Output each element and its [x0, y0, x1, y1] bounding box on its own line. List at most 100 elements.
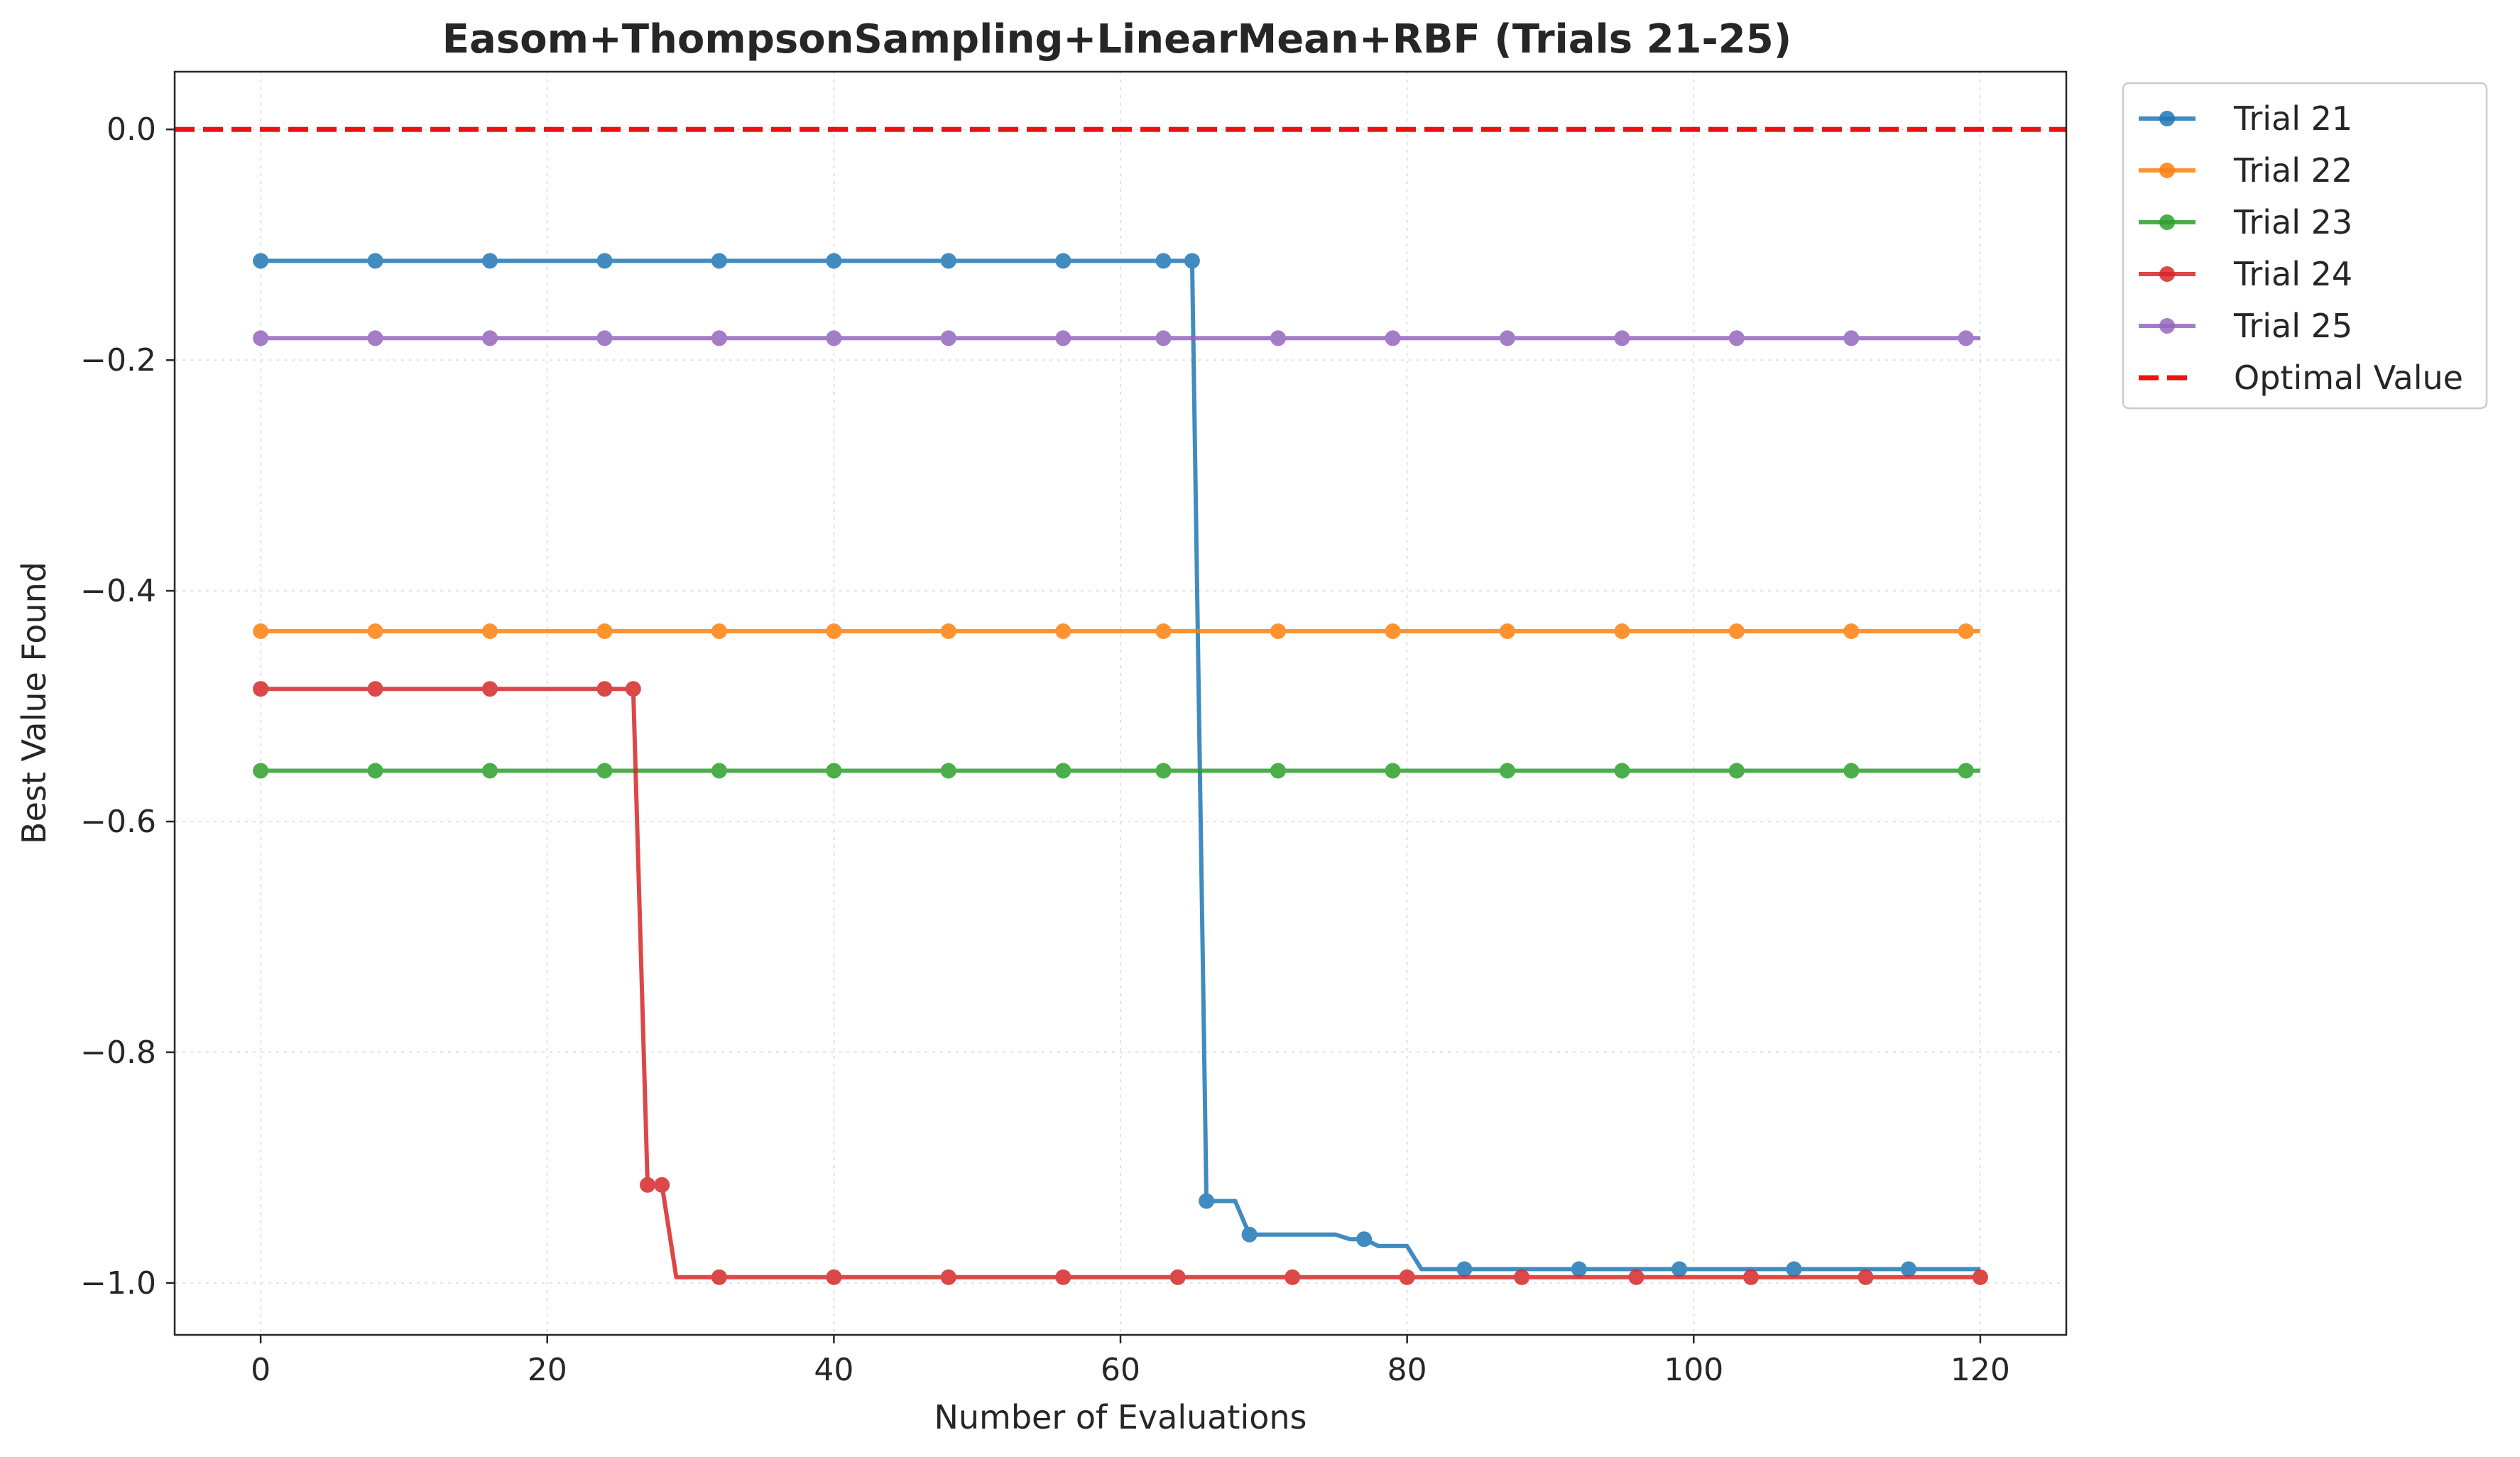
data-point: [253, 330, 269, 346]
data-point: [1843, 763, 1860, 779]
legend-marker: [2159, 318, 2175, 334]
data-point: [1614, 623, 1630, 639]
legend-label: Optimal Value: [2234, 359, 2463, 397]
data-point: [826, 330, 842, 346]
data-point: [640, 1177, 655, 1193]
data-point: [1356, 1231, 1373, 1248]
legend-label: Trial 24: [2233, 255, 2352, 293]
data-point: [1385, 623, 1401, 639]
series-trial-23: [253, 763, 1980, 779]
data-point: [367, 330, 383, 346]
data-point: [482, 330, 498, 346]
data-point: [1743, 1269, 1759, 1285]
data-point: [482, 253, 498, 269]
legend-marker: [2159, 163, 2175, 178]
data-point: [625, 681, 641, 697]
data-point: [1786, 1261, 1802, 1277]
data-point: [367, 623, 383, 639]
data-point: [1901, 1261, 1916, 1277]
data-point: [1958, 763, 1974, 779]
legend-marker: [2159, 214, 2175, 230]
data-point: [482, 681, 498, 697]
y-tick-label: −0.8: [80, 1035, 156, 1071]
data-point: [596, 623, 613, 639]
data-point: [1270, 623, 1286, 639]
data-point: [1155, 253, 1172, 269]
data-point: [1385, 763, 1401, 779]
legend: Trial 21 Trial 22 Trial 23 Trial 24 Trial 25…: [2122, 82, 2488, 410]
data-point: [1055, 253, 1071, 269]
data-point: [1499, 330, 1515, 346]
data-point: [367, 681, 383, 697]
data-point: [1155, 623, 1172, 639]
data-point: [940, 623, 956, 639]
data-point: [1499, 623, 1515, 639]
data-point: [367, 763, 383, 779]
data-point: [940, 330, 956, 346]
data-point: [482, 623, 498, 639]
data-point: [1958, 623, 1974, 639]
series-line: [261, 258, 1980, 1272]
data-point: [1614, 330, 1630, 346]
data-point: [940, 763, 956, 779]
data-point: [1385, 330, 1401, 346]
series-trial-21: [253, 253, 1980, 1277]
x-tick-label: 100: [1664, 1352, 1723, 1388]
data-point: [711, 330, 727, 346]
legend-label: Trial 22: [2233, 151, 2352, 190]
data-point: [1499, 763, 1515, 779]
x-tick-label: 40: [814, 1352, 853, 1388]
data-point: [253, 253, 269, 269]
data-point: [1614, 763, 1630, 779]
x-tick-label: 0: [251, 1352, 271, 1388]
data-point: [940, 1269, 956, 1285]
data-point: [596, 253, 613, 269]
data-point: [1155, 330, 1172, 346]
legend-marker: [2159, 266, 2175, 282]
data-point: [1270, 330, 1286, 346]
data-point: [1055, 330, 1071, 346]
y-tick-label: −1.0: [80, 1265, 156, 1302]
data-point: [940, 253, 956, 269]
data-point: [367, 253, 383, 269]
data-point: [1858, 1269, 1874, 1285]
legend-marker: [2159, 111, 2175, 126]
data-point: [253, 763, 269, 779]
data-point: [1671, 1261, 1688, 1277]
series-trial-25: [253, 330, 1980, 346]
y-tick-label: −0.6: [80, 804, 156, 840]
x-tick-label: 120: [1951, 1352, 2010, 1388]
data-point: [1055, 1269, 1071, 1285]
y-axis-label: Best Value Found: [15, 562, 53, 844]
series-trial-24: [253, 681, 1988, 1285]
series-layer: [253, 253, 1988, 1285]
data-point: [596, 763, 613, 779]
legend-label: Trial 21: [2233, 99, 2352, 138]
data-point: [1843, 623, 1860, 639]
y-tick-label: 0.0: [107, 111, 156, 148]
x-axis-label: Number of Evaluations: [934, 1398, 1307, 1436]
data-point: [253, 623, 269, 639]
data-point: [826, 1269, 842, 1285]
data-point: [711, 763, 727, 779]
y-tick-label: −0.2: [80, 342, 156, 378]
ticks: 0 20 40 60 80 100 120 0.0 −0.2 −0.4 −0.6 −0.8 −1.0: [80, 111, 2010, 1388]
data-point: [654, 1177, 670, 1193]
legend-label: Trial 23: [2233, 203, 2352, 241]
data-point: [596, 681, 613, 697]
data-point: [1728, 330, 1745, 346]
x-tick-label: 60: [1101, 1352, 1140, 1388]
data-point: [1155, 763, 1172, 779]
x-tick-label: 80: [1387, 1352, 1427, 1388]
data-point: [1456, 1261, 1473, 1277]
data-point: [826, 623, 842, 639]
data-point: [711, 1269, 727, 1285]
data-point: [711, 623, 727, 639]
data-point: [1284, 1269, 1301, 1285]
data-point: [253, 681, 269, 697]
data-point: [711, 253, 727, 269]
data-point: [826, 763, 842, 779]
data-point: [1571, 1261, 1587, 1277]
